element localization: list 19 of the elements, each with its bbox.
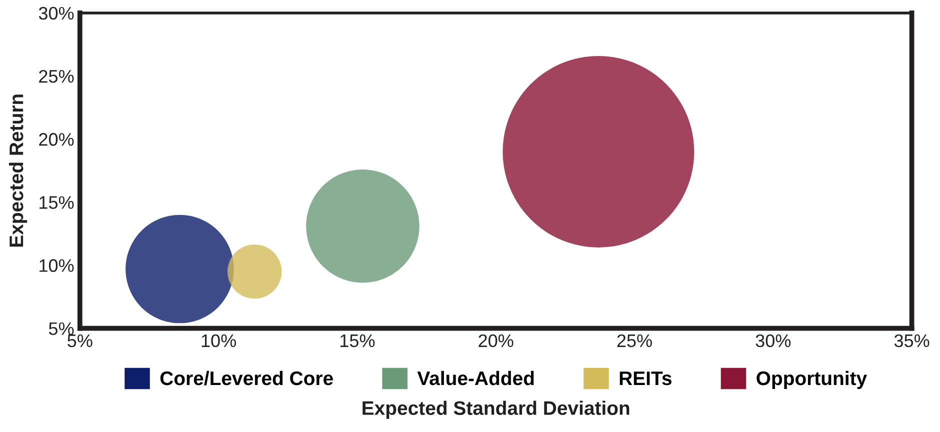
x-tick-label: 25% <box>617 334 652 348</box>
legend-label: REITs <box>620 372 672 386</box>
x-tick-label: 20% <box>478 334 514 348</box>
legend-label: Opportunity <box>756 370 867 390</box>
y-tick-label: 15% <box>40 196 74 209</box>
y-tick-label: 30% <box>38 6 74 20</box>
x-tick-label: 15% <box>340 334 375 348</box>
y-tick-label: 25% <box>39 70 74 83</box>
x-axis-title: Expected Standard Deviation <box>362 400 630 419</box>
y-tick-label: 5% <box>48 322 74 336</box>
x-tick-label: 5% <box>68 334 92 348</box>
x-tick-label: 30% <box>756 334 791 348</box>
x-tick-label: 35% <box>894 334 930 348</box>
x-tick-label: 10% <box>202 334 236 348</box>
y-axis-title: Expected Return <box>8 94 28 247</box>
y-tick-label: 20% <box>39 133 74 146</box>
y-tick-label: 10% <box>40 259 74 272</box>
legend-label: Value-Added <box>417 370 534 386</box>
legend-label: Core/Levered Core <box>160 370 333 386</box>
